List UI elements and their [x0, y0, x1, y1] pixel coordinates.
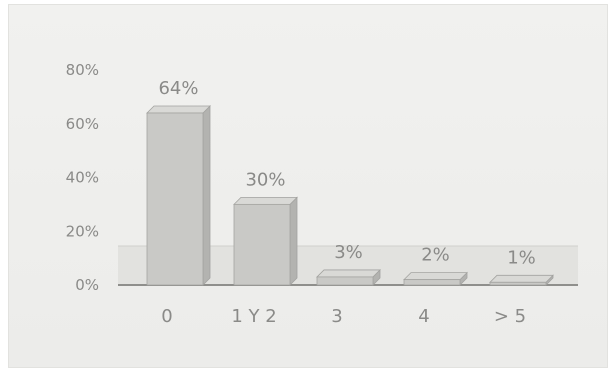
x-axis: 0 1 Y 2 3 4 > 5	[161, 306, 526, 327]
data-label: 64%	[158, 78, 198, 99]
bar-side	[289, 196, 298, 286]
x-tick-label: > 5	[494, 306, 526, 327]
bar-top	[316, 269, 381, 278]
x-tick-label: 3	[331, 306, 342, 327]
bar	[146, 105, 211, 286]
bar-front	[316, 276, 374, 286]
x-tick-label: 4	[418, 306, 429, 327]
bar	[316, 268, 381, 286]
data-labels: 64% 30% 3% 2% 1%	[158, 78, 535, 268]
y-tick-label: 40%	[66, 169, 99, 187]
bar	[489, 274, 554, 286]
bar-top	[403, 272, 468, 281]
bar-top	[233, 196, 298, 205]
data-label: 3%	[334, 242, 363, 263]
bar-front	[403, 279, 461, 286]
bar	[233, 196, 298, 286]
data-label: 1%	[507, 247, 536, 268]
chart-frame	[8, 4, 608, 368]
y-tick-label: 60%	[66, 115, 99, 133]
data-label: 30%	[245, 169, 285, 190]
bars	[146, 105, 554, 286]
x-tick-label: 0	[161, 306, 172, 327]
y-tick-label: 80%	[66, 61, 99, 79]
bar-top	[146, 105, 211, 114]
bar-front	[233, 203, 291, 286]
bar-top	[489, 274, 554, 283]
y-tick-label: 20%	[66, 222, 99, 240]
bar-front	[489, 281, 547, 286]
y-tick-label: 0%	[75, 276, 99, 294]
bar-side	[202, 105, 211, 286]
x-tick-label: 1 Y 2	[231, 306, 276, 327]
data-label: 2%	[421, 245, 450, 266]
bar	[403, 271, 468, 286]
bar-front	[146, 112, 204, 286]
